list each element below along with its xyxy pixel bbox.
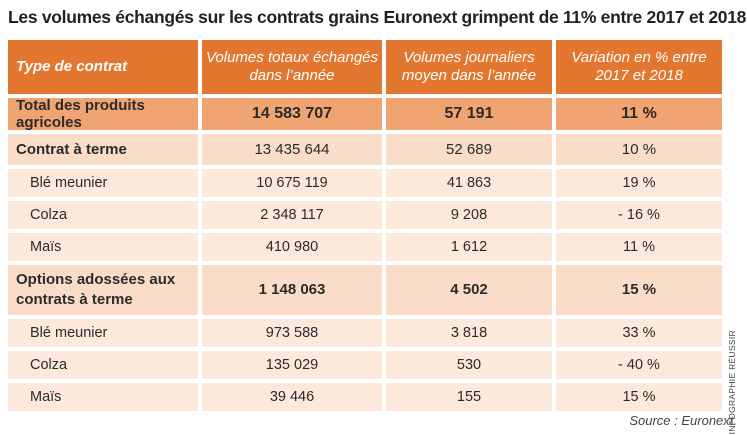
header-daily-volume: Volumes journaliers moyen dans l’année <box>386 40 552 94</box>
row-variation: 15 % <box>556 265 722 315</box>
row-total-volume: 10 675 119 <box>202 169 382 197</box>
row-total-volume: 135 029 <box>202 351 382 379</box>
row-label: Total des produits agricoles <box>8 97 198 131</box>
row-total-volume: 13 435 644 <box>202 134 382 165</box>
row-daily-volume: 3 818 <box>386 319 552 347</box>
row-variation: 11 % <box>556 98 722 130</box>
row-variation: 10 % <box>556 134 722 165</box>
source-note: Source : Euronext. <box>629 413 737 428</box>
row-daily-volume: 57 191 <box>386 98 552 130</box>
row-label: Options adossées aux contrats à terme <box>8 265 198 315</box>
row-daily-volume: 530 <box>386 351 552 379</box>
row-total-volume: 39 446 <box>202 383 382 411</box>
row-label: Blé meunier <box>8 319 198 347</box>
table-header-row: Type de contrat Volumes totaux échangés … <box>8 40 722 94</box>
row-variation: - 16 % <box>556 201 722 229</box>
row-variation: - 40 % <box>556 351 722 379</box>
row-variation: 33 % <box>556 319 722 347</box>
table-row: Blé meunier 10 675 119 41 863 19 % <box>8 169 722 197</box>
table-row: Colza 2 348 117 9 208 - 16 % <box>8 201 722 229</box>
row-total-volume: 410 980 <box>202 233 382 261</box>
page-title: Les volumes échangés sur les contrats gr… <box>8 7 747 27</box>
row-variation: 19 % <box>556 169 722 197</box>
header-type: Type de contrat <box>8 40 198 94</box>
row-daily-volume: 155 <box>386 383 552 411</box>
table-row-group: Contrat à terme 13 435 644 52 689 10 % <box>8 134 722 165</box>
row-total-volume: 973 588 <box>202 319 382 347</box>
row-total-volume: 1 148 063 <box>202 265 382 315</box>
row-label: Colza <box>8 201 198 229</box>
header-variation: Variation en % entre 2017 et 2018 <box>556 40 722 94</box>
row-label: Maïs <box>8 383 198 411</box>
header-total-volume: Volumes totaux échangés dans l’année <box>202 40 382 94</box>
row-total-volume: 2 348 117 <box>202 201 382 229</box>
table-row-total: Total des produits agricoles 14 583 707 … <box>8 97 722 131</box>
table-row: Maïs 39 446 155 15 % <box>8 383 722 411</box>
row-variation: 15 % <box>556 383 722 411</box>
row-label: Blé meunier <box>8 169 198 197</box>
row-variation: 11 % <box>556 233 722 261</box>
row-total-volume: 14 583 707 <box>202 98 382 130</box>
row-daily-volume: 1 612 <box>386 233 552 261</box>
table-row: Blé meunier 973 588 3 818 33 % <box>8 319 722 347</box>
table-row: Colza 135 029 530 - 40 % <box>8 351 722 379</box>
row-label: Colza <box>8 351 198 379</box>
row-label: Contrat à terme <box>8 134 198 165</box>
row-daily-volume: 41 863 <box>386 169 552 197</box>
table-row: Maïs 410 980 1 612 11 % <box>8 233 722 261</box>
row-label: Maïs <box>8 233 198 261</box>
row-daily-volume: 4 502 <box>386 265 552 315</box>
row-daily-volume: 9 208 <box>386 201 552 229</box>
contracts-table: Type de contrat Volumes totaux échangés … <box>8 40 722 415</box>
row-daily-volume: 52 689 <box>386 134 552 165</box>
table-row-group: Options adossées aux contrats à terme 1 … <box>8 265 722 315</box>
